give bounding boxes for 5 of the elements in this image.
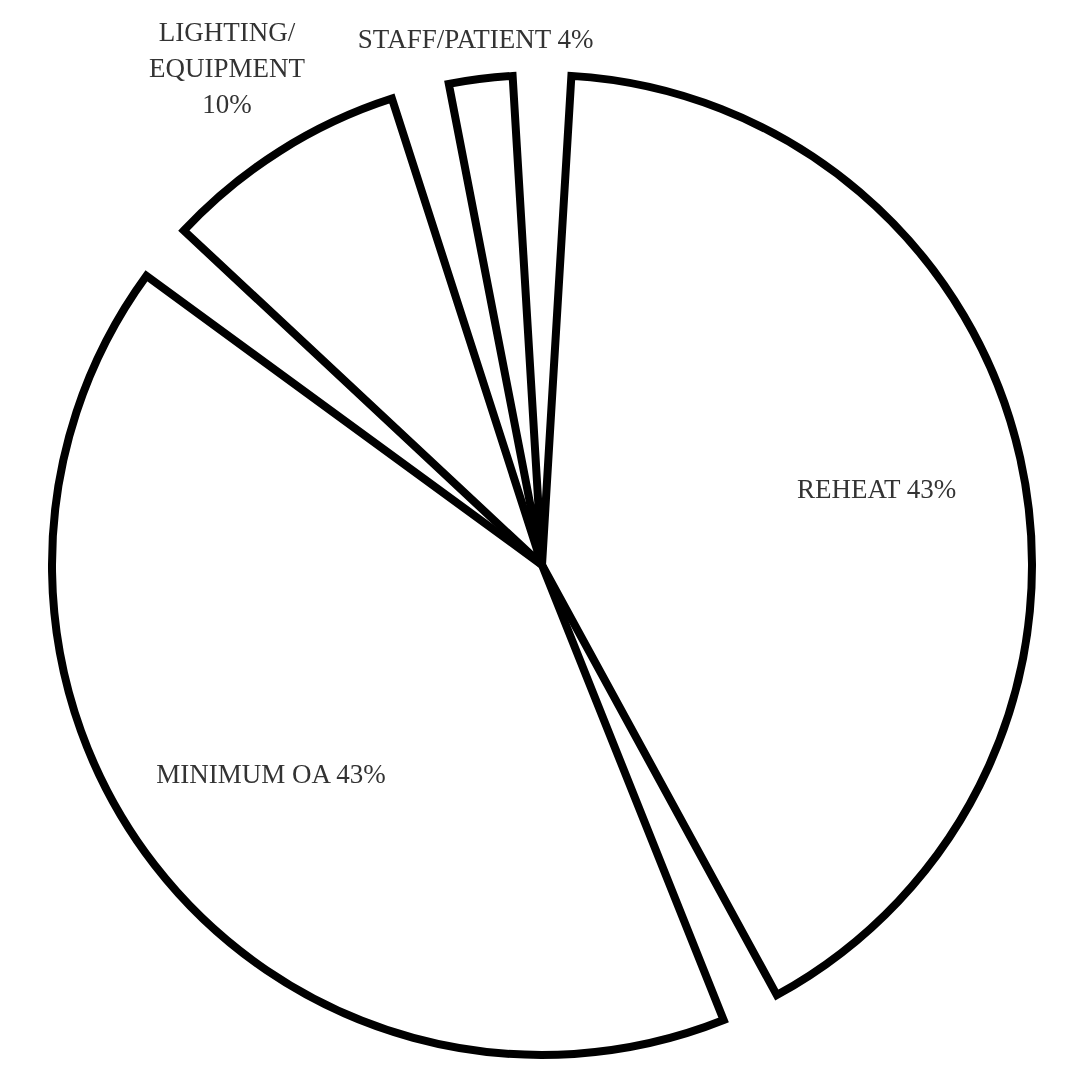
data-label: 10% — [202, 88, 252, 119]
slice-label: STAFF/PATIENT 4% — [357, 23, 594, 54]
slice-label: REHEAT 43% — [797, 474, 957, 505]
slice-label: LIGHTING/EQUIPMENT — [148, 16, 306, 83]
slice-label: MINIMUM OA 43% — [156, 759, 386, 790]
